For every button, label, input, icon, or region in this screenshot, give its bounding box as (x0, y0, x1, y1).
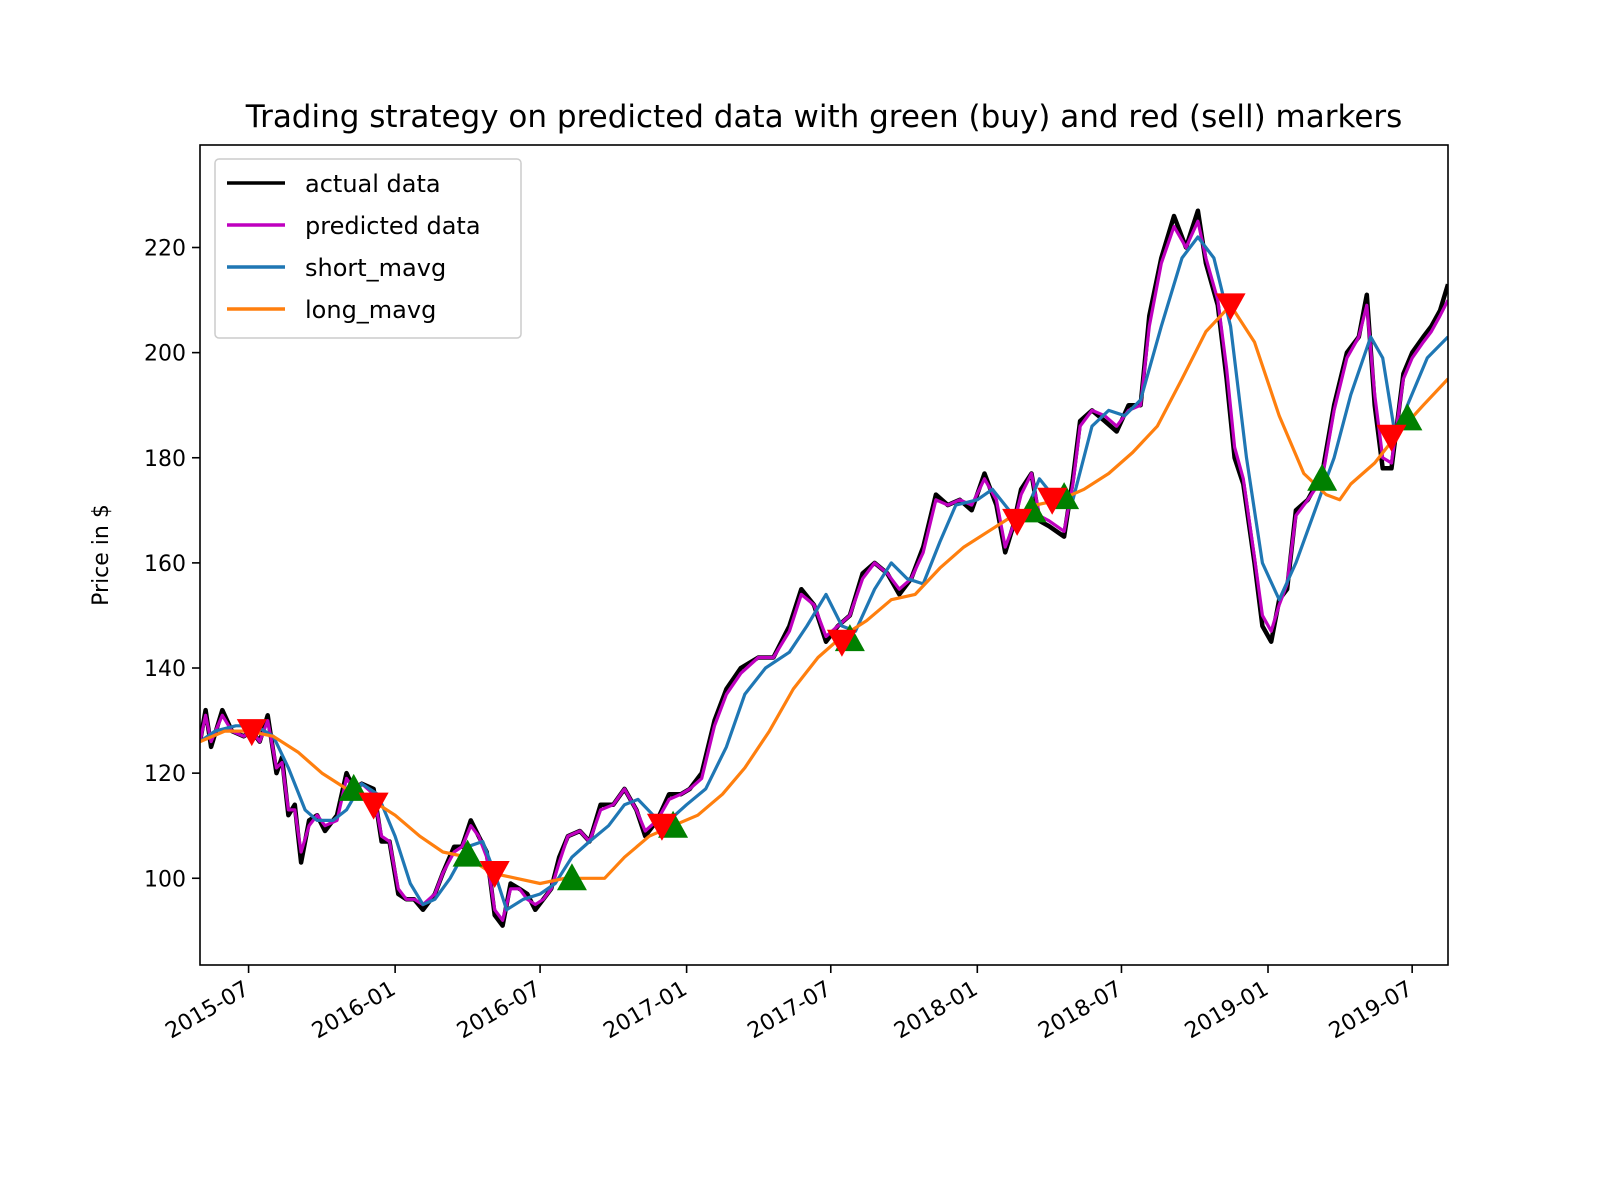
legend-label: long_mavg (305, 296, 436, 324)
sell-marker (826, 629, 857, 657)
legend: actual data predicted data short_mavg long_… (214, 158, 522, 339)
y-tick-label: 160 (144, 552, 186, 577)
legend-label: short_mavg (305, 254, 446, 282)
y-tick-label: 100 (144, 867, 186, 892)
x-tick-label: 2016-01 (308, 977, 400, 1045)
sell-marker (236, 719, 267, 747)
legend-box (214, 158, 522, 339)
series-line-short-mavg (200, 235, 1448, 912)
buy-marker (1392, 403, 1423, 431)
sell-marker (479, 861, 510, 889)
x-tick-label: 2017-07 (744, 977, 836, 1045)
sell-marker (1215, 293, 1246, 321)
sell-marker (1037, 487, 1068, 515)
buy-marker (452, 839, 483, 867)
x-tick-label: 2017-01 (600, 977, 692, 1045)
marker-layer (236, 293, 1423, 891)
x-tick-label: 2016-07 (453, 977, 545, 1045)
y-tick-label: 200 (144, 342, 186, 367)
series-layer (200, 208, 1448, 928)
y-axis-label: Price in $ (89, 504, 114, 606)
sell-marker (358, 792, 389, 820)
y-tick-label: 220 (144, 237, 186, 262)
plot-frame (199, 144, 1449, 966)
x-tick-label: 2019-07 (1325, 977, 1417, 1045)
chart-title: Trading strategy on predicted data with … (245, 99, 1403, 135)
x-tick-label: 2018-01 (890, 977, 982, 1045)
sell-marker (646, 813, 677, 841)
buy-marker (556, 863, 587, 891)
y-tick-label: 140 (144, 657, 186, 682)
sell-marker (1002, 508, 1033, 536)
y-tick-label: 180 (144, 447, 186, 472)
x-tick-label: 2018-07 (1034, 977, 1126, 1045)
sell-marker (1376, 424, 1407, 452)
buy-marker (1307, 463, 1338, 491)
series-line-long-mavg (200, 303, 1448, 886)
legend-label: actual data (305, 170, 441, 198)
legend-label: predicted data (305, 212, 481, 240)
y-tick-label: 120 (144, 762, 186, 787)
x-tick-label: 2015-07 (161, 977, 253, 1045)
x-tick-label: 2019-01 (1181, 977, 1273, 1045)
